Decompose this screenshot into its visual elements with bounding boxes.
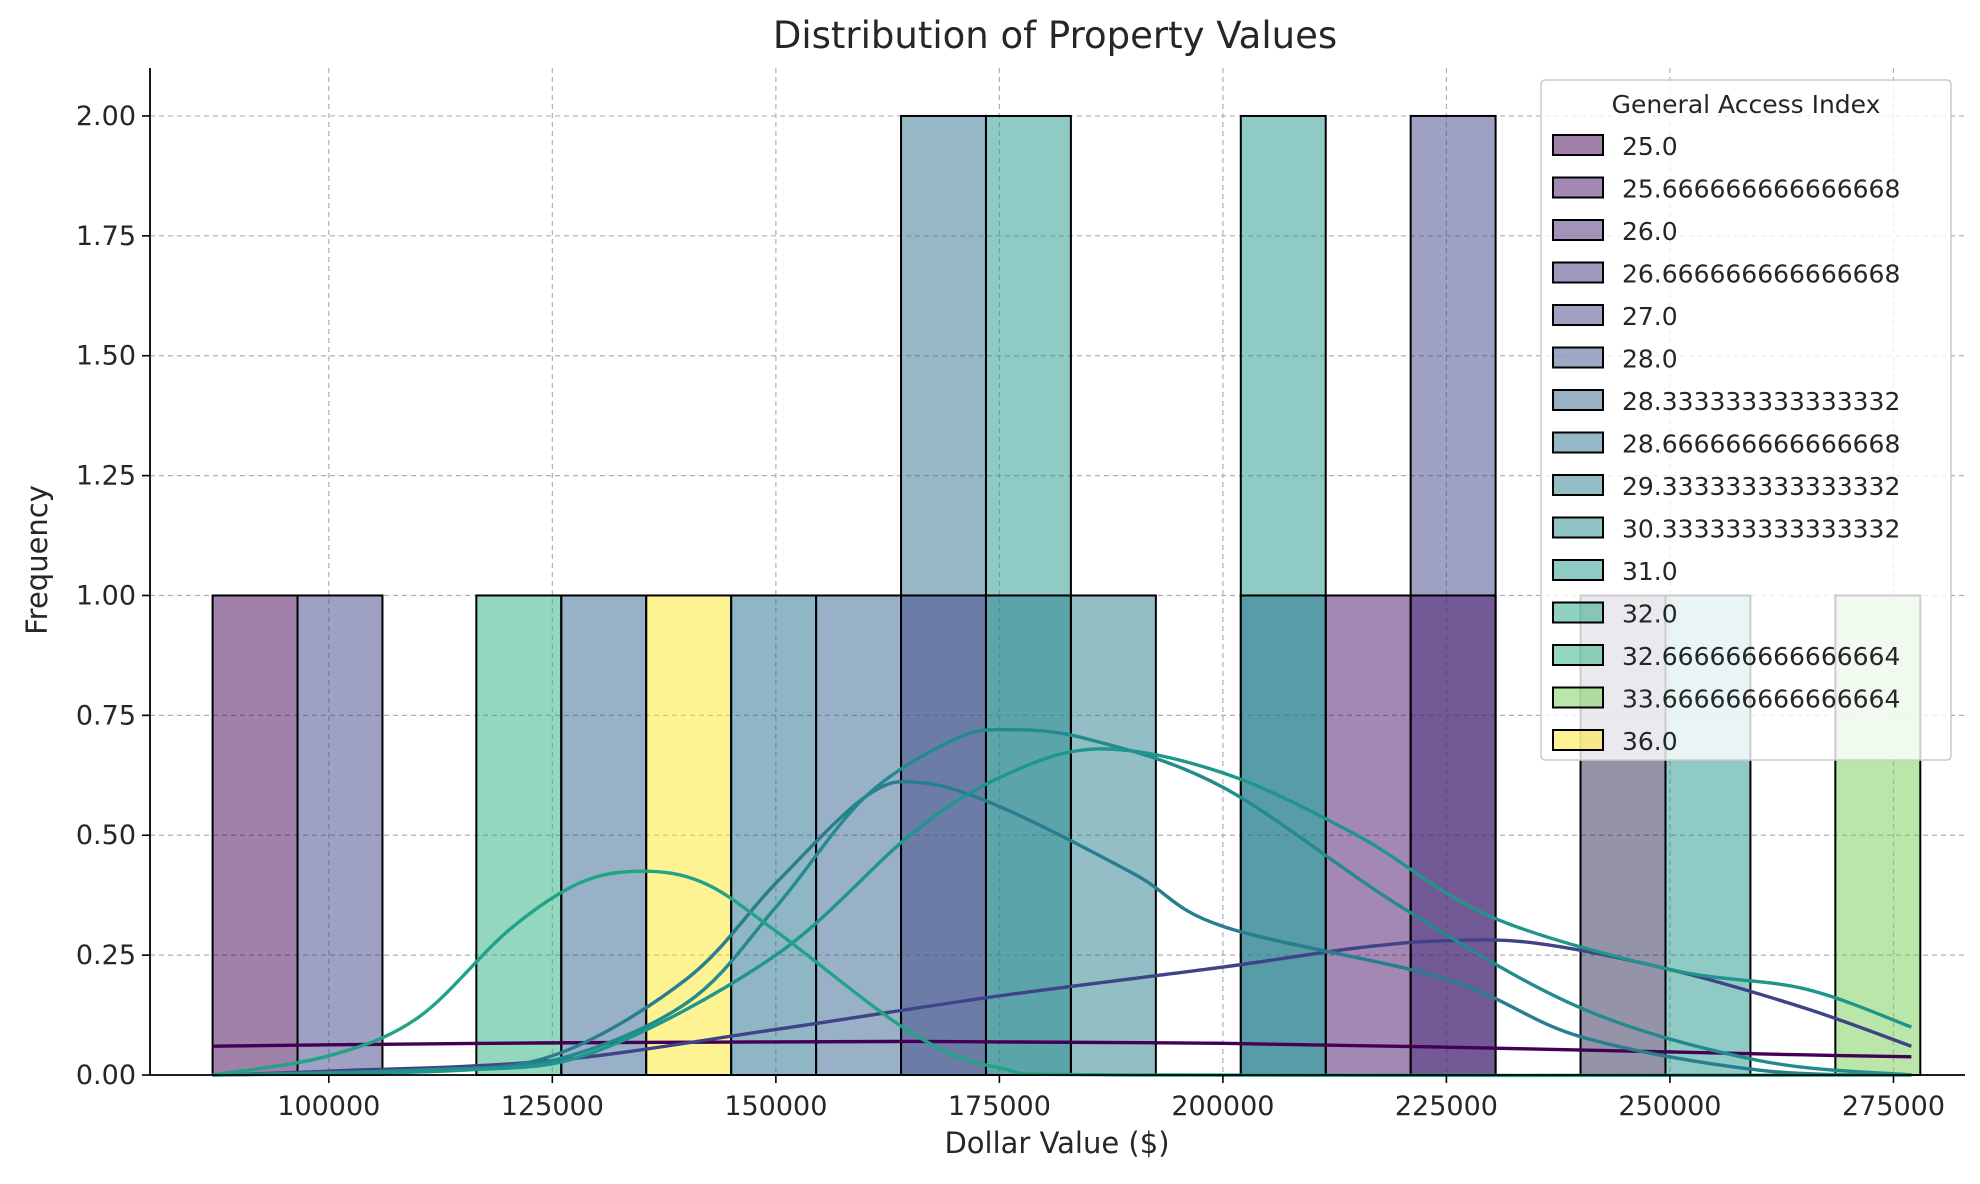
histogram-bar-overlay: [1409, 594, 1497, 1076]
x-tick-label: 125000: [501, 1091, 604, 1122]
x-tick-label: 175000: [948, 1091, 1051, 1122]
histogram-bar-overlay: [900, 594, 987, 1076]
x-tick-label: 250000: [1618, 1091, 1721, 1122]
y-tick-label: 2.00: [76, 101, 136, 132]
x-tick-label: 200000: [1171, 1091, 1274, 1122]
kde-curve: [212, 747, 1912, 1077]
y-tick-label: 0.25: [76, 940, 136, 971]
legend-swatch: [1552, 219, 1604, 241]
histogram-bar: [211, 594, 299, 1076]
histogram-bar: [645, 594, 733, 1076]
legend-label: 28.666666666666668: [1622, 430, 1900, 459]
y-tick-label: 1.75: [76, 221, 136, 252]
legend-label: 31.0: [1622, 557, 1678, 586]
legend-label: 29.333333333333332: [1622, 472, 1900, 501]
legend-label: 36.0: [1622, 727, 1678, 756]
x-tick-label: 225000: [1395, 1091, 1498, 1122]
histogram-bar-overlay: [1239, 594, 1327, 1076]
y-tick-label: 1.50: [76, 341, 136, 372]
legend-label: 30.333333333333332: [1622, 515, 1900, 544]
legend-swatch: [1552, 474, 1604, 496]
y-tick-label: 0.75: [76, 700, 136, 731]
x-ticks: 100000 125000 150000 175000 200000 225000 2500…: [277, 1075, 1945, 1122]
legend-label: 25.666666666666668: [1622, 175, 1900, 204]
legend-label: 27.0: [1622, 302, 1678, 331]
legend-items: 25.0 25.666666666666668 26.0 26.66666666666…: [1552, 132, 1900, 756]
histogram-bar: [1324, 594, 1412, 1076]
histogram-bar: [560, 594, 648, 1076]
legend-swatch: [1552, 346, 1604, 369]
histogram-bar: [296, 594, 384, 1076]
histogram-bar: [730, 594, 818, 1076]
legend-label: 26.0: [1622, 217, 1678, 246]
histogram-bar: [475, 594, 563, 1076]
legend-swatch: [1552, 559, 1604, 581]
legend-swatch: [1552, 261, 1604, 284]
legend-label: 32.666666666666664: [1622, 642, 1900, 671]
legend-swatch: [1552, 304, 1604, 326]
legend-swatch: [1552, 431, 1604, 454]
legend-title: General Access Index: [1612, 90, 1881, 119]
legend-swatch: [1552, 644, 1604, 666]
legend-label: 28.333333333333332: [1622, 387, 1900, 416]
legend-swatch: [1552, 601, 1604, 624]
kde-curve: [212, 1039, 1912, 1059]
kde-curve: [212, 780, 1912, 1077]
legend-swatch: [1552, 389, 1604, 411]
legend-swatch: [1552, 134, 1604, 156]
bars: [211, 114, 1922, 1076]
histogram-bar: [815, 594, 903, 1076]
x-tick-label: 150000: [724, 1091, 827, 1122]
x-tick-label: 275000: [1842, 1091, 1945, 1122]
y-tick-label: 1.25: [76, 461, 136, 492]
legend-label: 25.0: [1622, 132, 1678, 161]
kde-curve: [212, 727, 1912, 1077]
chart-title: Distribution of Property Values: [773, 14, 1337, 57]
y-axis-title: Frequency: [20, 485, 54, 635]
legend: General Access Index 25.0 25.666666666666…: [1540, 79, 1952, 761]
legend-swatch: [1552, 176, 1604, 199]
legend-label: 33.666666666666664: [1622, 685, 1900, 714]
legend-frame: [1540, 79, 1952, 761]
legend-swatch: [1552, 516, 1604, 539]
y-tick-label: 1.00: [76, 580, 136, 611]
y-ticks: 0.00 0.25 0.50 0.75 1.00 1.25 1.50 1.75 2.00: [76, 101, 150, 1091]
legend-swatch: [1552, 729, 1604, 751]
y-tick-label: 0.00: [76, 1060, 136, 1091]
legend-label: 28.0: [1622, 345, 1678, 374]
y-tick-label: 0.50: [76, 820, 136, 851]
histogram-bar: [1069, 594, 1157, 1076]
legend-swatch: [1552, 686, 1604, 709]
x-tick-label: 100000: [277, 1091, 380, 1122]
legend-label: 26.666666666666668: [1622, 260, 1900, 289]
x-axis-title: Dollar Value ($): [944, 1126, 1169, 1160]
legend-label: 32.0: [1622, 600, 1678, 629]
